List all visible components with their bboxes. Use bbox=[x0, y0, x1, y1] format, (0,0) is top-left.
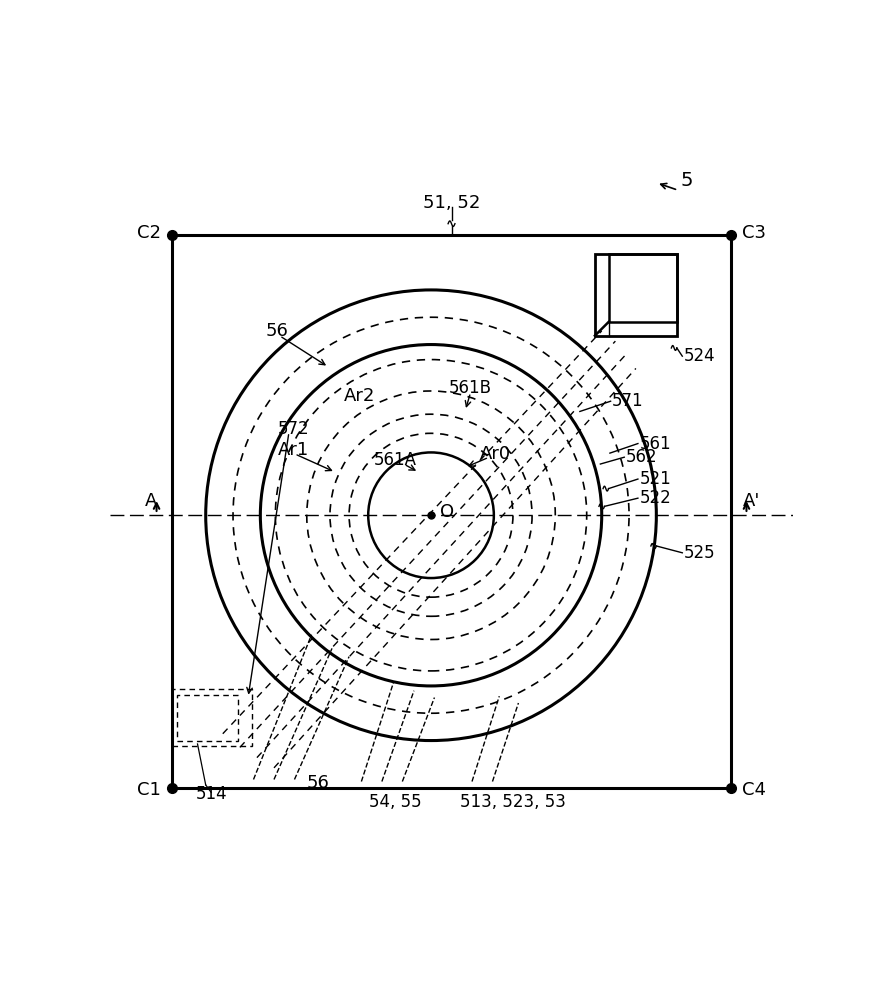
Text: 56: 56 bbox=[307, 774, 329, 792]
Text: 522: 522 bbox=[640, 489, 671, 507]
Text: 572: 572 bbox=[278, 420, 309, 438]
Text: 54, 55: 54, 55 bbox=[369, 793, 422, 811]
Text: C1: C1 bbox=[137, 781, 161, 799]
Text: 571: 571 bbox=[612, 392, 644, 410]
Text: 525: 525 bbox=[684, 544, 715, 562]
Text: C2: C2 bbox=[137, 224, 161, 242]
Text: C4: C4 bbox=[742, 781, 766, 799]
Bar bbox=[172, 689, 252, 746]
Text: A: A bbox=[144, 492, 158, 510]
Text: 513, 523, 53: 513, 523, 53 bbox=[460, 793, 566, 811]
Bar bbox=[595, 254, 677, 336]
Text: Ar0: Ar0 bbox=[480, 445, 512, 463]
Text: C3: C3 bbox=[742, 224, 766, 242]
Bar bbox=[177, 695, 239, 741]
Text: O: O bbox=[440, 503, 454, 521]
Bar bbox=[172, 235, 731, 788]
Text: Ar1: Ar1 bbox=[278, 441, 308, 459]
Text: 51, 52: 51, 52 bbox=[423, 194, 480, 212]
Text: 56: 56 bbox=[266, 322, 289, 340]
Text: A': A' bbox=[744, 492, 760, 510]
Text: 5: 5 bbox=[680, 171, 692, 190]
Text: 524: 524 bbox=[684, 347, 715, 365]
Text: 521: 521 bbox=[640, 470, 671, 488]
Text: 514: 514 bbox=[196, 785, 227, 803]
Text: 561B: 561B bbox=[449, 379, 492, 397]
Text: 561A: 561A bbox=[374, 451, 417, 469]
Text: Ar2: Ar2 bbox=[344, 387, 375, 405]
Bar bbox=[609, 254, 677, 322]
Text: 562: 562 bbox=[626, 448, 657, 466]
Text: 561: 561 bbox=[640, 435, 671, 453]
